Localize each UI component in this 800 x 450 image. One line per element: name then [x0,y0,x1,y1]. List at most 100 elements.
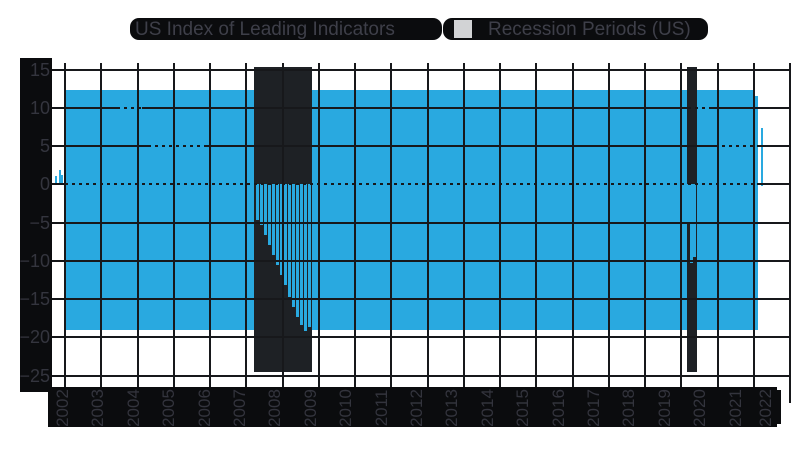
x-tick-label: 2004 [123,389,143,427]
v-gridline [752,63,755,388]
h-gridline [757,183,789,186]
y-axis-bar [20,58,52,392]
v-gridline [281,63,284,388]
v-gridline [571,63,574,388]
y-tick-label: 5 [39,136,50,156]
v-gridline [680,63,683,388]
indicator-bar [264,184,267,235]
x-tick-label: 2013 [442,389,462,427]
v-gridline [317,63,320,388]
v-gridline [390,63,393,388]
y-tick-mark [52,374,65,377]
h-gridline-dotted [65,183,757,186]
y-tick-label: −25 [19,365,50,386]
right-edge-bar [753,96,758,330]
indicator-bar [304,184,308,332]
v-gridline [716,63,719,388]
v-gridline [789,63,791,403]
y-tick-mark [52,68,65,71]
h-gridline [57,68,789,71]
h-gridline [57,221,789,224]
legend-label-recession: Recession Periods (US) [488,19,691,40]
v-gridline [499,63,501,388]
v-gridline [172,63,175,388]
y-tick-mark [52,336,65,339]
x-tick-label: 2018 [619,389,639,427]
x-tick-label: 2009 [300,389,320,427]
x-tick-label: 2022 [756,389,775,427]
x-tick-label: 2012 [407,389,426,427]
indicator-bar [292,184,295,307]
x-tick-label: 2015 [513,389,533,427]
h-gridline [57,336,789,339]
h-gridline-dotted [715,145,757,147]
y-tick-mark [52,298,65,300]
x-tick-label: 2005 [159,389,179,427]
y-tick-label: 15 [29,59,50,80]
x-tick-label: 2007 [230,389,249,427]
y-tick-mark [52,259,65,262]
v-gridline [462,63,465,388]
h-gridline [57,259,789,262]
y-tick-label: 0 [39,174,50,195]
left-edge-bar [58,169,61,185]
indicator-bar [268,184,271,245]
x-tick-label: 2017 [584,389,603,427]
v-gridline [136,63,139,388]
x-tick-label: 2003 [88,389,108,427]
y-tick-mark [52,183,65,186]
h-gridline [57,374,789,377]
y-tick-label: 10 [29,97,50,118]
y-tick-label: −15 [19,289,50,309]
h-gridline-dotted [148,145,205,147]
x-tick-label: 2006 [194,389,214,427]
h-gridline-dotted [688,106,710,109]
h-gridline [57,298,789,300]
legend-swatch-leading-indicators [99,17,121,39]
y-tick-label: −5 [29,212,50,233]
v-gridline [64,63,66,388]
left-edge-bar [61,175,64,185]
x-tick-label: 2014 [477,389,497,427]
v-gridline [644,63,646,388]
x-tick-label: 2010 [336,389,356,427]
indicator-bar [260,184,263,225]
left-edge-bar [55,175,58,185]
h-gridline [142,106,688,109]
h-gridline [57,106,117,109]
y-tick-label: −20 [19,327,50,348]
right-edge-bar [760,127,763,186]
x-tick-label: 2020 [690,389,710,427]
h-gridline-dotted [117,106,142,109]
indicator-bar [288,184,291,297]
legend-item-leading-indicators[interactable]: US Index of Leading Indicators [130,18,442,40]
indicator-bar [690,184,693,264]
indicator-bar [272,184,275,255]
x-tick-label: 2011 [371,389,391,427]
x-axis-bar [48,387,777,427]
v-gridline [535,63,538,388]
indicator-bar [284,184,287,286]
indicator-bar [687,184,690,223]
x-tick-label: 2016 [548,389,568,427]
x-tick-label: 2021 [725,389,745,427]
y-tick-label: −10 [19,250,50,271]
h-gridline [757,145,789,147]
h-gridline [57,145,148,147]
legend-swatch-recession [454,20,472,38]
y-tick-mark [52,145,65,147]
indicator-bar [296,184,300,317]
legend-item-recession[interactable]: Recession Periods (US) [443,18,708,40]
indicator-bar [300,184,304,325]
indicator-bar [693,184,696,257]
y-tick-mark [52,106,65,109]
x-tick-label: 2019 [654,389,674,427]
x-tick-label: 2002 [53,389,72,427]
v-gridline [209,63,211,388]
y-tick-mark [52,221,65,224]
v-gridline [100,63,103,388]
x-tick-label: 2008 [265,389,285,427]
v-gridline [245,63,248,388]
